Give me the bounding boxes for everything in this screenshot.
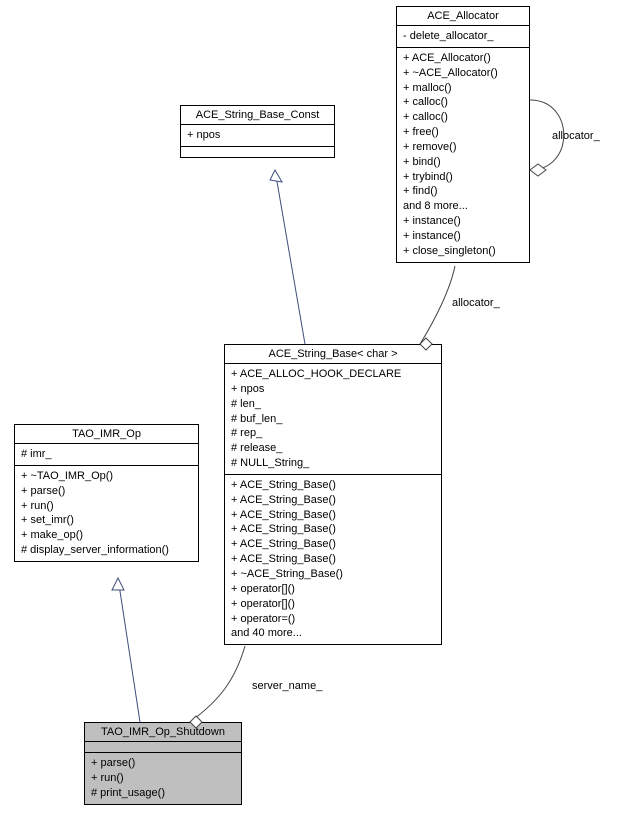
op: + ACE_Allocator() [403, 51, 523, 66]
op: + make_op() [21, 528, 192, 543]
ops-section: + ACE_Allocator() + ~ACE_Allocator() + m… [397, 48, 529, 262]
op: + remove() [403, 140, 523, 155]
attr: - delete_allocator_ [403, 29, 523, 44]
op: + set_imr() [21, 513, 192, 528]
class-title: TAO_IMR_Op [15, 425, 198, 444]
edge-inherit-stringbase-const [275, 170, 305, 344]
class-title: ACE_Allocator [397, 7, 529, 26]
class-tao-imr-op: TAO_IMR_Op # imr_ + ~TAO_IMR_Op() + pars… [14, 424, 199, 562]
class-ace-string-base-const: ACE_String_Base_Const + npos [180, 105, 335, 158]
op: + operator[]() [231, 597, 435, 612]
op: + malloc() [403, 81, 523, 96]
attrs-section-empty [85, 742, 241, 753]
attr: + ACE_ALLOC_HOOK_DECLARE [231, 367, 435, 382]
class-ace-string-base-char: ACE_String_Base< char > + ACE_ALLOC_HOOK… [224, 344, 442, 645]
op: + calloc() [403, 95, 523, 110]
attr: # len_ [231, 397, 435, 412]
label-allocator: allocator_ [452, 297, 500, 309]
class-tao-imr-op-shutdown: TAO_IMR_Op_Shutdown + parse() + run() # … [84, 722, 242, 805]
op: + parse() [91, 756, 235, 771]
attrs-section: # imr_ [15, 444, 198, 466]
attrs-section: + npos [181, 125, 334, 147]
op: + ACE_String_Base() [231, 522, 435, 537]
op: + find() [403, 184, 523, 199]
arrow-open-triangle-icon [112, 578, 124, 590]
arrow-open-triangle-icon [270, 170, 282, 182]
op: + ~ACE_Allocator() [403, 66, 523, 81]
op: # display_server_information() [21, 543, 192, 558]
ops-section-empty [181, 147, 334, 157]
op: + ACE_String_Base() [231, 537, 435, 552]
diamond-icon [530, 164, 546, 176]
attr: # imr_ [21, 447, 192, 462]
op: + ~TAO_IMR_Op() [21, 469, 192, 484]
op: + parse() [21, 484, 192, 499]
op: + trybind() [403, 170, 523, 185]
attr: + npos [231, 382, 435, 397]
attrs-section: + ACE_ALLOC_HOOK_DECLARE + npos # len_ #… [225, 364, 441, 475]
op: # print_usage() [91, 786, 235, 801]
attrs-section: - delete_allocator_ [397, 26, 529, 48]
op: + operator[]() [231, 582, 435, 597]
op: + run() [21, 499, 192, 514]
ops-section: + parse() + run() # print_usage() [85, 753, 241, 804]
op: and 40 more... [231, 626, 435, 641]
op: + instance() [403, 214, 523, 229]
edge-assoc-server-name [190, 646, 245, 722]
class-ace-allocator: ACE_Allocator - delete_allocator_ + ACE_… [396, 6, 530, 263]
op: + ACE_String_Base() [231, 493, 435, 508]
attr: # buf_len_ [231, 412, 435, 427]
class-title: TAO_IMR_Op_Shutdown [85, 723, 241, 742]
label-server-name: server_name_ [252, 680, 322, 692]
op: + ACE_String_Base() [231, 552, 435, 567]
op: + calloc() [403, 110, 523, 125]
op: + ~ACE_String_Base() [231, 567, 435, 582]
class-title: ACE_String_Base_Const [181, 106, 334, 125]
attr: # rep_ [231, 426, 435, 441]
op: + ACE_String_Base() [231, 478, 435, 493]
op: + bind() [403, 155, 523, 170]
op: + ACE_String_Base() [231, 508, 435, 523]
op: + instance() [403, 229, 523, 244]
label-allocator-self: allocator_ [552, 130, 600, 142]
edge-assoc-allocator [420, 266, 455, 344]
op: and 8 more... [403, 199, 523, 214]
attr: # NULL_String_ [231, 456, 435, 471]
attr: # release_ [231, 441, 435, 456]
op: + operator=() [231, 612, 435, 627]
op: + close_singleton() [403, 244, 523, 259]
op: + run() [91, 771, 235, 786]
edge-inherit-shutdown-op [118, 578, 140, 722]
ops-section: + ACE_String_Base() + ACE_String_Base() … [225, 475, 441, 644]
ops-section: + ~TAO_IMR_Op() + parse() + run() + set_… [15, 466, 198, 561]
class-title: ACE_String_Base< char > [225, 345, 441, 364]
attr: + npos [187, 128, 328, 143]
op: + free() [403, 125, 523, 140]
